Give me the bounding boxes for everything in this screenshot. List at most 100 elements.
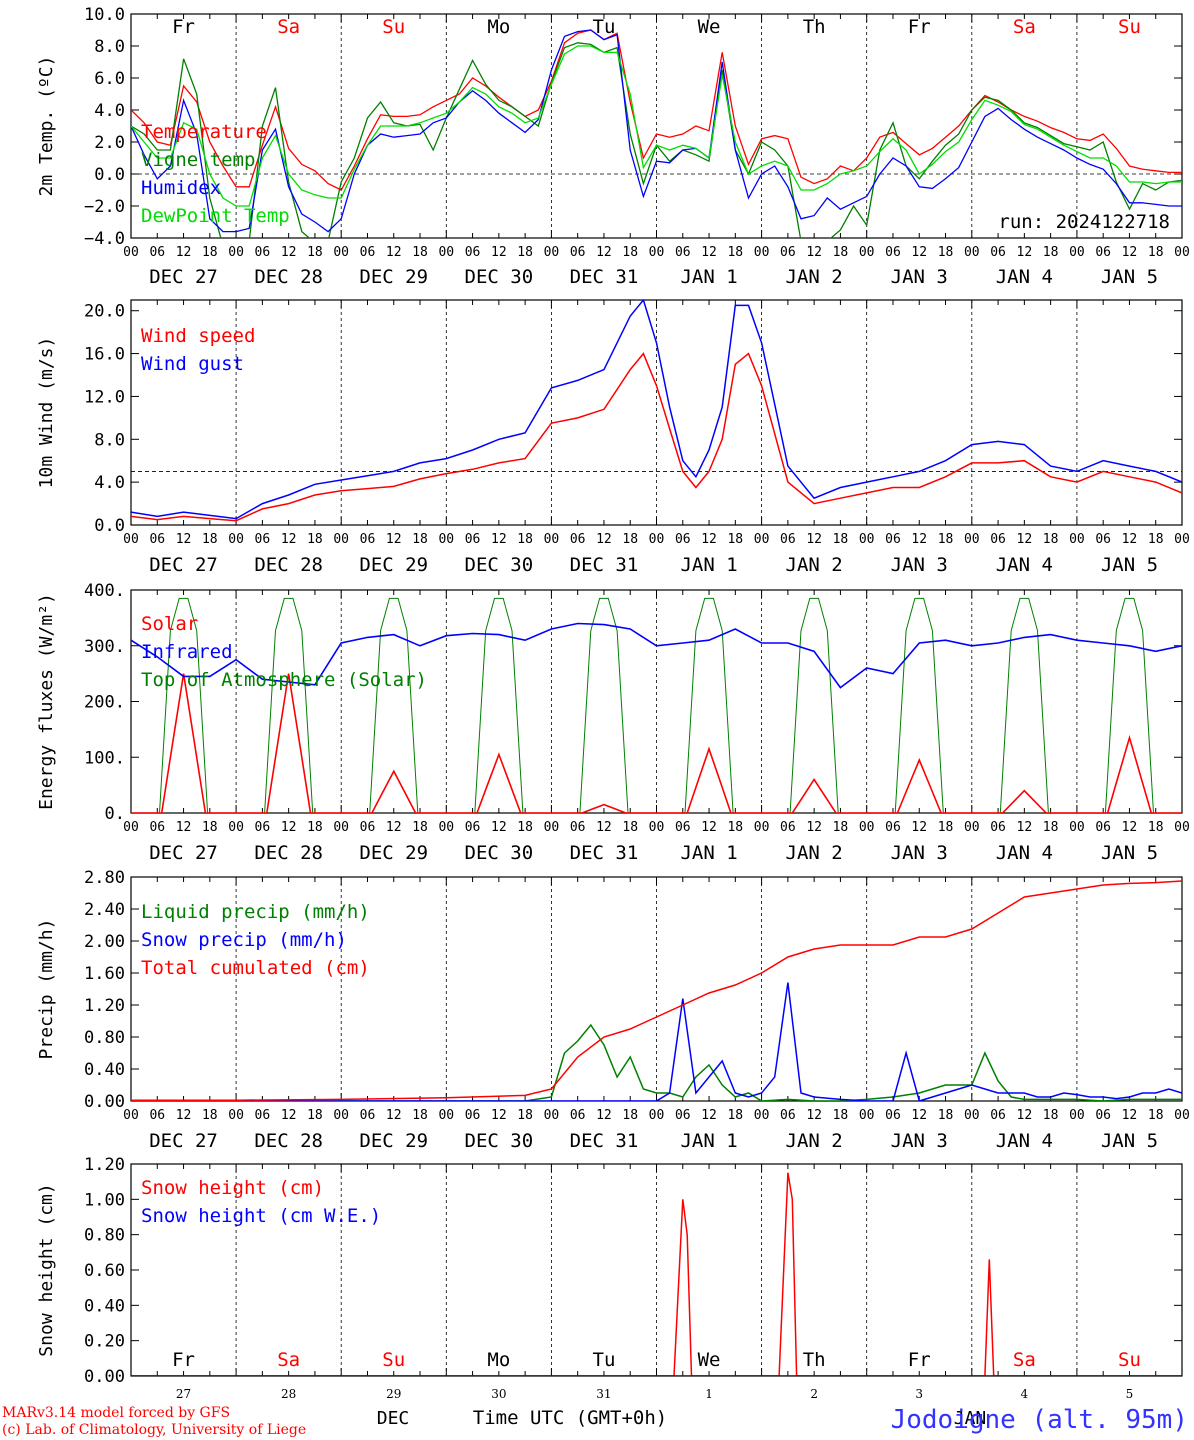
date-label: DEC 29 xyxy=(359,554,428,576)
hour-tick-label: 12 xyxy=(806,245,822,260)
weekday-label: Su xyxy=(382,1349,405,1371)
day-number: 2 xyxy=(810,1387,818,1401)
hour-tick-label: 18 xyxy=(412,532,428,547)
hour-tick-label: 12 xyxy=(596,532,612,547)
weekday-label: We xyxy=(698,1349,721,1371)
date-label: DEC 31 xyxy=(570,842,639,864)
hour-tick-label: 18 xyxy=(1043,1108,1059,1123)
hour-tick-label: 12 xyxy=(176,532,192,547)
hour-tick-label: 12 xyxy=(176,245,192,260)
date-label: JAN 3 xyxy=(891,842,948,864)
date-label: DEC 28 xyxy=(254,554,323,576)
hour-tick-label: 00 xyxy=(438,245,454,260)
hour-tick-label: 18 xyxy=(517,245,533,260)
hour-tick-label: 12 xyxy=(386,245,402,260)
y-tick-label: 20.0 xyxy=(84,302,125,322)
hour-tick-label: 00 xyxy=(964,532,980,547)
hour-tick-label: 00 xyxy=(228,532,244,547)
legend-entry: Solar xyxy=(141,613,198,635)
date-label: JAN 1 xyxy=(680,1130,737,1152)
weekday-label: Th xyxy=(803,1349,826,1371)
hour-tick-label: 18 xyxy=(517,1108,533,1123)
day-number: 4 xyxy=(1021,1387,1029,1401)
hour-tick-label: 12 xyxy=(1017,1108,1033,1123)
y-tick-label: 0.0 xyxy=(94,165,125,185)
hour-tick-label: 00 xyxy=(438,1108,454,1123)
hour-tick-label: 18 xyxy=(517,532,533,547)
hour-tick-label: 12 xyxy=(806,532,822,547)
month-label: DEC xyxy=(377,1408,410,1429)
hour-tick-label: 12 xyxy=(596,820,612,835)
hour-tick-label: 18 xyxy=(727,820,743,835)
day-number: 30 xyxy=(491,1387,506,1401)
hour-tick-label: 12 xyxy=(176,820,192,835)
weekday-label: Su xyxy=(1118,1349,1141,1371)
hour-tick-label: 18 xyxy=(202,245,218,260)
hour-tick-label: 00 xyxy=(754,532,770,547)
hour-tick-label: 06 xyxy=(465,532,481,547)
hour-tick-label: 18 xyxy=(202,532,218,547)
date-label: DEC 29 xyxy=(359,1130,428,1152)
hour-tick-label: 00 xyxy=(123,820,139,835)
hour-tick-label: 06 xyxy=(360,245,376,260)
hour-tick-label: 12 xyxy=(1017,245,1033,260)
y-tick-label: 0.00 xyxy=(84,1367,125,1387)
date-label: DEC 28 xyxy=(254,1130,323,1152)
hour-tick-label: 18 xyxy=(1043,532,1059,547)
hour-tick-label: 12 xyxy=(911,820,927,835)
date-label: DEC 29 xyxy=(359,842,428,864)
day-number: 5 xyxy=(1126,1387,1134,1401)
hour-tick-label: 18 xyxy=(412,1108,428,1123)
hour-tick-label: 18 xyxy=(727,532,743,547)
y-tick-label: 1.00 xyxy=(84,1190,125,1210)
date-label: JAN 4 xyxy=(996,266,1053,288)
solar-line xyxy=(131,673,1182,813)
hour-tick-label: 06 xyxy=(360,532,376,547)
hour-tick-label: 12 xyxy=(491,532,507,547)
date-label: JAN 3 xyxy=(891,554,948,576)
panel-wind: 00 06 12 18 00 06 12 18 00 06 12 18 00 06 12 18 00 06 12 18… xyxy=(36,299,1190,576)
y-tick-label: 100. xyxy=(84,748,125,768)
hour-tick-label: 12 xyxy=(806,1108,822,1123)
hour-tick-label: 06 xyxy=(149,245,165,260)
hour-tick-label: 00 xyxy=(754,245,770,260)
day-number: 28 xyxy=(281,1387,296,1401)
hour-tick-label: 00 xyxy=(964,1108,980,1123)
hour-tick-label: 00 xyxy=(123,532,139,547)
hour-tick-label: 18 xyxy=(622,245,638,260)
hour-tick-label: 06 xyxy=(990,1108,1006,1123)
date-label: JAN 4 xyxy=(996,554,1053,576)
legend-entry: Infrared xyxy=(141,641,233,663)
weekday-label: Sa xyxy=(1013,16,1036,38)
y-tick-label: 16.0 xyxy=(84,345,125,365)
hour-tick-label: 00 xyxy=(123,245,139,260)
date-label: DEC 31 xyxy=(570,266,639,288)
hour-tick-label: 00 xyxy=(649,532,665,547)
panel-flux: 00 06 12 18 00 06 12 18 00 06 12 18 00 06 12 18 00 06 12 18… xyxy=(36,581,1190,864)
y-tick-label: 8.0 xyxy=(94,430,125,450)
hour-tick-label: 06 xyxy=(885,245,901,260)
hour-tick-label: 00 xyxy=(228,1108,244,1123)
hour-tick-label: 06 xyxy=(990,532,1006,547)
y-tick-label: 0.00 xyxy=(84,1092,125,1112)
date-label: DEC 30 xyxy=(465,266,534,288)
hour-tick-label: 12 xyxy=(701,1108,717,1123)
y-tick-label: 0.40 xyxy=(84,1296,125,1316)
hour-tick-label: 06 xyxy=(885,1108,901,1123)
hour-tick-label: 06 xyxy=(255,245,271,260)
hour-tick-label: 06 xyxy=(675,245,691,260)
date-label: JAN 5 xyxy=(1101,842,1158,864)
series-line-0 xyxy=(131,352,1182,522)
weekday-label: Fr xyxy=(908,16,931,38)
hour-tick-label: 06 xyxy=(885,820,901,835)
hour-tick-label: 12 xyxy=(281,532,297,547)
hour-tick-label: 00 xyxy=(964,820,980,835)
hour-tick-label: 18 xyxy=(1148,245,1164,260)
date-label: JAN 2 xyxy=(786,554,843,576)
hour-tick-label: 06 xyxy=(885,532,901,547)
hour-tick-label: 00 xyxy=(1069,820,1085,835)
hour-tick-label: 06 xyxy=(1095,1108,1111,1123)
y-tick-label: 8.0 xyxy=(94,37,125,57)
hour-tick-label: 18 xyxy=(938,1108,954,1123)
